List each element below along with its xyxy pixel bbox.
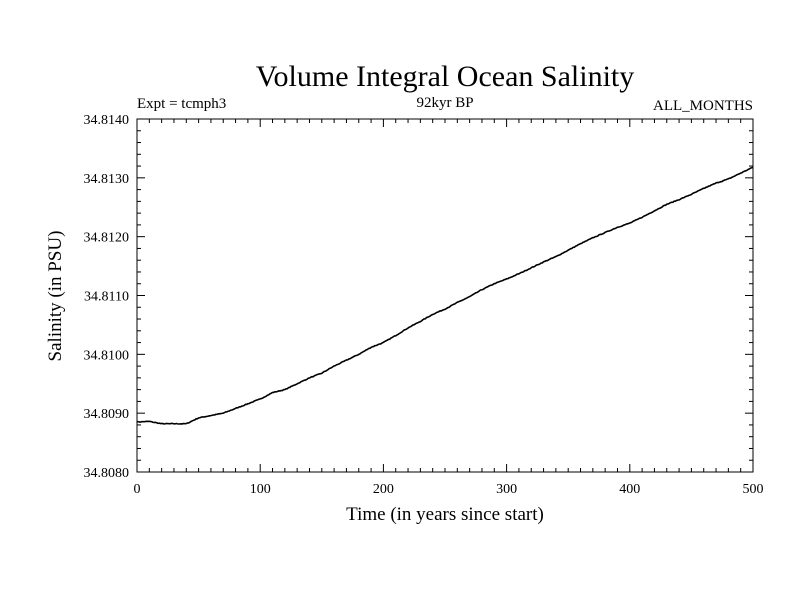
- x-tick-labels: 0 100 200 300 400 500: [134, 482, 764, 497]
- chart-title: Volume Integral Ocean Salinity: [256, 60, 635, 93]
- x-tick-label: 500: [743, 482, 764, 497]
- y-tick-label: 34.8120: [84, 231, 130, 246]
- experiment-label: Expt = tcmph3: [137, 96, 226, 112]
- salinity-series-line: [136, 166, 754, 425]
- period-label: 92kyr BP: [416, 95, 473, 111]
- x-axis-label: Time (in years since start): [346, 504, 544, 525]
- y-tick-label: 34.8100: [84, 348, 130, 363]
- y-tick-labels: 34.8080 34.8090 34.8100 34.8110 34.8120 34.81…: [84, 113, 130, 481]
- x-tick-label: 100: [250, 482, 271, 497]
- x-tick-label: 400: [619, 482, 640, 497]
- x-tick-label: 0: [134, 482, 141, 497]
- x-tick-label: 300: [496, 482, 517, 497]
- months-label: ALL_MONTHS: [653, 98, 753, 114]
- y-tick-label: 34.8080: [84, 466, 130, 481]
- y-axis-label: Salinity (in PSU): [45, 231, 66, 362]
- axis-ticks: [136, 118, 754, 473]
- y-tick-label: 34.8110: [84, 290, 129, 305]
- y-tick-label: 34.8090: [84, 407, 130, 422]
- plot-frame: [136, 118, 754, 473]
- y-tick-label: 34.8130: [84, 172, 130, 187]
- x-tick-label: 200: [373, 482, 394, 497]
- y-tick-label: 34.8140: [84, 113, 130, 128]
